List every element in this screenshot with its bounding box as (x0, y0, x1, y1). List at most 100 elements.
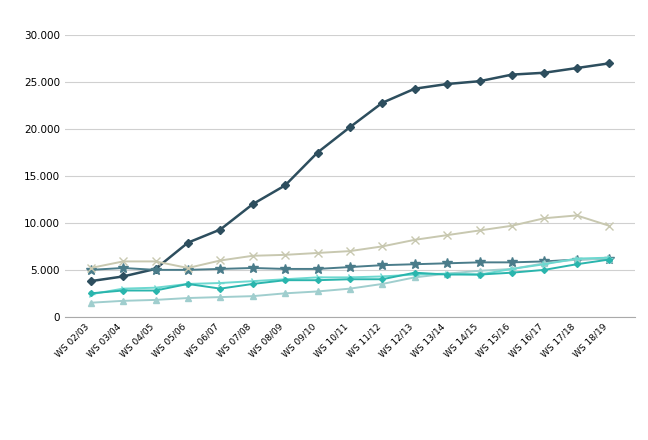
Deutschland (249, 202, 257, 207)
(Süd-)Osteuropa (EU) (314, 250, 321, 256)
Westeuropa (EU inkl. EFTA) (508, 266, 516, 271)
Line: Südtirol: Südtirol (86, 254, 614, 275)
Westeuropa (EU inkl. EFTA) (184, 295, 192, 301)
Nicht-EHR-Staaten (411, 270, 419, 275)
Südtirol (119, 265, 127, 271)
Südtirol (249, 265, 257, 271)
(Süd-)Osteuropa (EU) (346, 249, 354, 254)
(Süd-)Osteuropa (EU) (378, 244, 386, 249)
Nicht-EHR-Staaten (508, 270, 516, 275)
Line: Deutschland: Deutschland (88, 61, 612, 284)
Nicht-EHR-Staaten (216, 286, 224, 291)
Südtirol (346, 264, 354, 270)
Nicht-EHR-Staaten (119, 288, 127, 293)
Südtirol (216, 266, 224, 271)
Deutschland (508, 72, 516, 77)
Westeuropa (EU inkl. EFTA) (573, 257, 581, 262)
Südtirol (476, 260, 483, 265)
Andere EHR-Staaten (573, 256, 581, 261)
Westeuropa (EU inkl. EFTA) (411, 275, 419, 280)
(Süd-)Osteuropa (EU) (605, 223, 613, 228)
Deutschland (281, 183, 289, 188)
Westeuropa (EU inkl. EFTA) (378, 281, 386, 286)
(Süd-)Osteuropa (EU) (508, 223, 516, 228)
Nicht-EHR-Staaten (443, 272, 451, 277)
Deutschland (378, 100, 386, 106)
Andere EHR-Staaten (281, 277, 289, 282)
(Süd-)Osteuropa (EU) (216, 258, 224, 263)
Nicht-EHR-Staaten (184, 281, 192, 286)
Nicht-EHR-Staaten (249, 281, 257, 286)
Nicht-EHR-Staaten (152, 288, 159, 293)
Nicht-EHR-Staaten (281, 278, 289, 283)
(Süd-)Osteuropa (EU) (249, 253, 257, 258)
(Süd-)Osteuropa (EU) (87, 265, 95, 271)
(Süd-)Osteuropa (EU) (443, 232, 451, 238)
Andere EHR-Staaten (508, 266, 516, 271)
Andere EHR-Staaten (540, 262, 548, 267)
(Süd-)Osteuropa (EU) (119, 259, 127, 264)
Nicht-EHR-Staaten (476, 272, 483, 277)
Deutschland (152, 266, 159, 271)
Andere EHR-Staaten (216, 280, 224, 286)
Südtirol (411, 262, 419, 267)
Andere EHR-Staaten (119, 286, 127, 291)
Andere EHR-Staaten (314, 275, 321, 280)
Line: Nicht-EHR-Staaten: Nicht-EHR-Staaten (89, 257, 611, 295)
Andere EHR-Staaten (346, 275, 354, 280)
Westeuropa (EU inkl. EFTA) (346, 286, 354, 291)
(Süd-)Osteuropa (EU) (573, 213, 581, 218)
Deutschland (443, 81, 451, 87)
Westeuropa (EU inkl. EFTA) (314, 289, 321, 294)
Andere EHR-Staaten (184, 281, 192, 286)
Südtirol (443, 260, 451, 266)
Andere EHR-Staaten (605, 255, 613, 260)
Südtirol (573, 257, 581, 262)
Südtirol (314, 266, 321, 271)
Nicht-EHR-Staaten (605, 257, 613, 262)
Westeuropa (EU inkl. EFTA) (540, 260, 548, 266)
Deutschland (411, 86, 419, 92)
Nicht-EHR-Staaten (87, 291, 95, 296)
Andere EHR-Staaten (152, 285, 159, 290)
Südtirol (152, 267, 159, 272)
Nicht-EHR-Staaten (346, 277, 354, 282)
(Süd-)Osteuropa (EU) (540, 216, 548, 221)
Deutschland (119, 274, 127, 279)
Andere EHR-Staaten (378, 274, 386, 279)
Nicht-EHR-Staaten (540, 267, 548, 272)
Südtirol (540, 259, 548, 264)
Andere EHR-Staaten (443, 271, 451, 276)
Deutschland (476, 79, 483, 84)
Westeuropa (EU inkl. EFTA) (443, 271, 451, 276)
Deutschland (87, 279, 95, 284)
Nicht-EHR-Staaten (378, 277, 386, 282)
Deutschland (346, 125, 354, 130)
Deutschland (314, 150, 321, 155)
(Süd-)Osteuropa (EU) (152, 259, 159, 264)
Westeuropa (EU inkl. EFTA) (249, 293, 257, 299)
(Süd-)Osteuropa (EU) (184, 265, 192, 271)
Nicht-EHR-Staaten (573, 262, 581, 267)
Deutschland (540, 70, 548, 75)
Südtirol (281, 266, 289, 271)
Line: Westeuropa (EU inkl. EFTA): Westeuropa (EU inkl. EFTA) (87, 255, 612, 306)
Line: Andere EHR-Staaten: Andere EHR-Staaten (87, 253, 613, 298)
Westeuropa (EU inkl. EFTA) (119, 298, 127, 304)
Deutschland (184, 240, 192, 245)
Westeuropa (EU inkl. EFTA) (476, 268, 483, 273)
Südtirol (605, 256, 613, 261)
Andere EHR-Staaten (249, 279, 257, 284)
(Süd-)Osteuropa (EU) (281, 252, 289, 257)
Deutschland (573, 66, 581, 71)
Deutschland (216, 227, 224, 232)
Andere EHR-Staaten (411, 272, 419, 277)
Südtirol (87, 267, 95, 272)
Südtirol (184, 267, 192, 272)
Andere EHR-Staaten (87, 292, 95, 297)
Westeuropa (EU inkl. EFTA) (152, 297, 159, 303)
Andere EHR-Staaten (476, 272, 483, 277)
Südtirol (508, 260, 516, 265)
(Süd-)Osteuropa (EU) (411, 237, 419, 242)
Westeuropa (EU inkl. EFTA) (605, 256, 613, 261)
